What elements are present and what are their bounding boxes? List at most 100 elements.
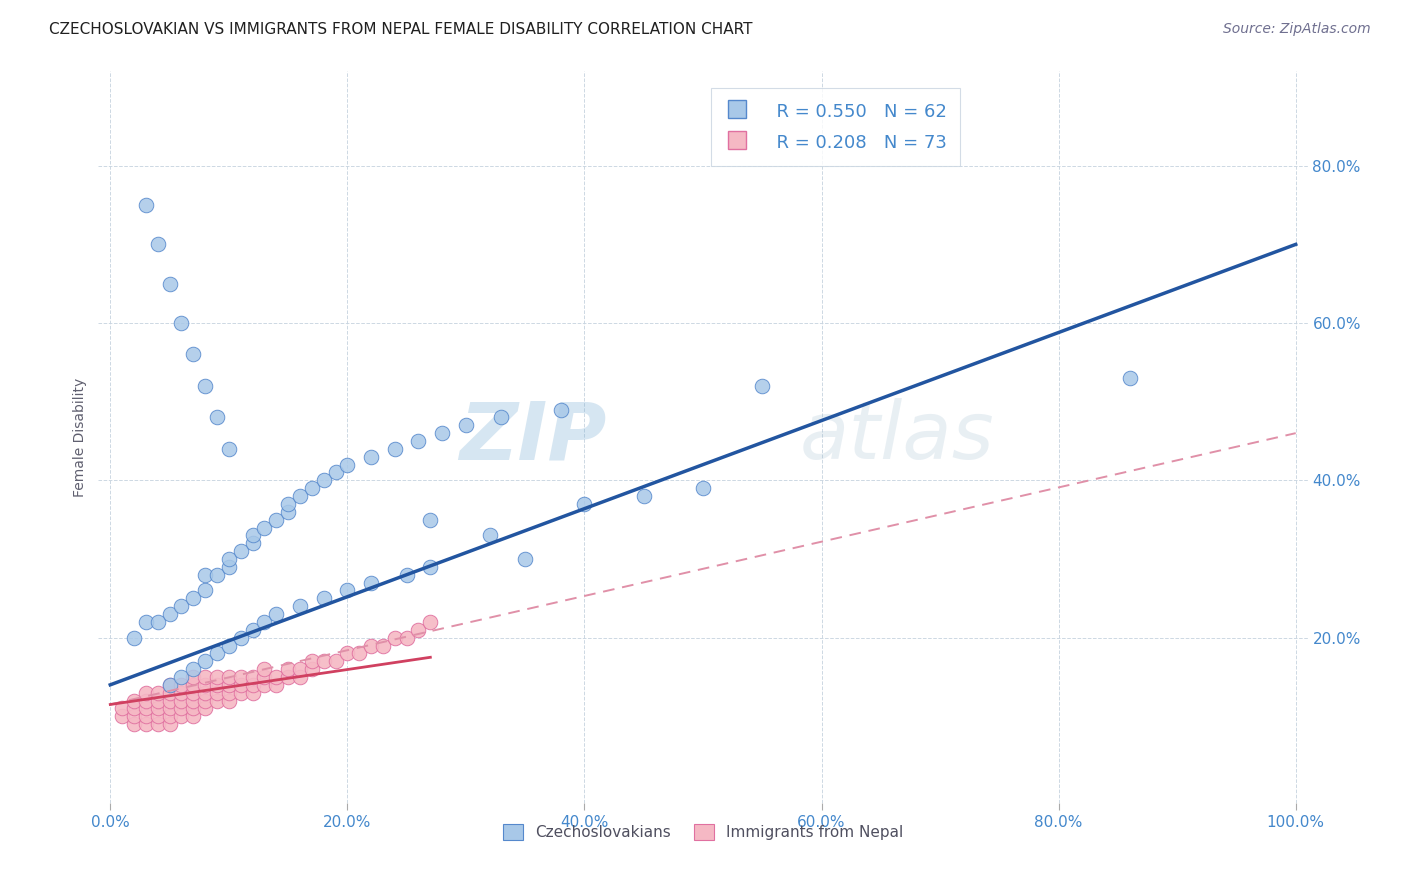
Point bbox=[384, 631, 406, 645]
Point bbox=[194, 654, 217, 668]
Point bbox=[277, 670, 299, 684]
Point bbox=[325, 466, 347, 480]
Point bbox=[288, 489, 311, 503]
Point bbox=[205, 678, 228, 692]
Point bbox=[194, 379, 217, 393]
Point bbox=[229, 678, 252, 692]
Point bbox=[360, 639, 382, 653]
Point bbox=[218, 559, 240, 574]
Point bbox=[1119, 371, 1142, 385]
Text: atlas: atlas bbox=[800, 398, 994, 476]
Point bbox=[454, 418, 477, 433]
Point bbox=[264, 678, 287, 692]
Point bbox=[408, 623, 430, 637]
Point bbox=[312, 654, 335, 668]
Point bbox=[301, 654, 323, 668]
Point bbox=[301, 662, 323, 676]
Point bbox=[135, 693, 157, 707]
Point bbox=[146, 709, 169, 723]
Point bbox=[325, 654, 347, 668]
Point bbox=[288, 599, 311, 614]
Point bbox=[135, 717, 157, 731]
Point bbox=[122, 693, 145, 707]
Point bbox=[253, 615, 276, 629]
Point bbox=[205, 646, 228, 660]
Point bbox=[371, 639, 394, 653]
Point bbox=[159, 701, 181, 715]
Point bbox=[277, 497, 299, 511]
Point bbox=[336, 583, 359, 598]
Point bbox=[242, 686, 264, 700]
Point bbox=[170, 670, 193, 684]
Text: ZIP: ZIP bbox=[458, 398, 606, 476]
Point bbox=[181, 670, 204, 684]
Point bbox=[205, 670, 228, 684]
Point bbox=[277, 505, 299, 519]
Point bbox=[264, 607, 287, 621]
Point bbox=[242, 623, 264, 637]
Point bbox=[288, 670, 311, 684]
Point bbox=[194, 693, 217, 707]
Point bbox=[194, 670, 217, 684]
Point bbox=[170, 701, 193, 715]
Point bbox=[205, 693, 228, 707]
Point bbox=[159, 709, 181, 723]
Point bbox=[277, 662, 299, 676]
Point bbox=[253, 678, 276, 692]
Point bbox=[395, 567, 418, 582]
Point bbox=[491, 410, 513, 425]
Point bbox=[478, 528, 501, 542]
Point bbox=[218, 670, 240, 684]
Point bbox=[181, 693, 204, 707]
Point bbox=[159, 693, 181, 707]
Point bbox=[170, 709, 193, 723]
Point bbox=[146, 237, 169, 252]
Point bbox=[181, 591, 204, 606]
Point bbox=[135, 709, 157, 723]
Point bbox=[205, 686, 228, 700]
Point bbox=[218, 639, 240, 653]
Point bbox=[181, 686, 204, 700]
Point bbox=[432, 426, 454, 441]
Point bbox=[312, 591, 335, 606]
Point bbox=[194, 567, 217, 582]
Point bbox=[229, 631, 252, 645]
Point bbox=[253, 662, 276, 676]
Point bbox=[111, 709, 134, 723]
Point bbox=[692, 481, 714, 495]
Point bbox=[574, 497, 596, 511]
Point bbox=[288, 662, 311, 676]
Point bbox=[146, 693, 169, 707]
Point bbox=[242, 528, 264, 542]
Point bbox=[515, 552, 537, 566]
Point bbox=[159, 717, 181, 731]
Point bbox=[205, 567, 228, 582]
Point bbox=[384, 442, 406, 456]
Y-axis label: Female Disability: Female Disability bbox=[73, 377, 87, 497]
Point bbox=[194, 583, 217, 598]
Point bbox=[159, 277, 181, 291]
Point bbox=[135, 701, 157, 715]
Point bbox=[242, 678, 264, 692]
Point bbox=[181, 662, 204, 676]
Point bbox=[181, 347, 204, 361]
Point bbox=[170, 316, 193, 330]
Point bbox=[218, 693, 240, 707]
Point bbox=[159, 678, 181, 692]
Legend: Czechoslovakians, Immigrants from Nepal: Czechoslovakians, Immigrants from Nepal bbox=[496, 817, 910, 847]
Point bbox=[347, 646, 370, 660]
Point bbox=[242, 670, 264, 684]
Point bbox=[419, 615, 441, 629]
Point bbox=[205, 410, 228, 425]
Point bbox=[159, 607, 181, 621]
Point bbox=[159, 678, 181, 692]
Point bbox=[264, 670, 287, 684]
Point bbox=[181, 701, 204, 715]
Point bbox=[301, 481, 323, 495]
Point bbox=[194, 701, 217, 715]
Point bbox=[229, 544, 252, 558]
Point bbox=[170, 686, 193, 700]
Point bbox=[122, 717, 145, 731]
Point bbox=[242, 536, 264, 550]
Point bbox=[633, 489, 655, 503]
